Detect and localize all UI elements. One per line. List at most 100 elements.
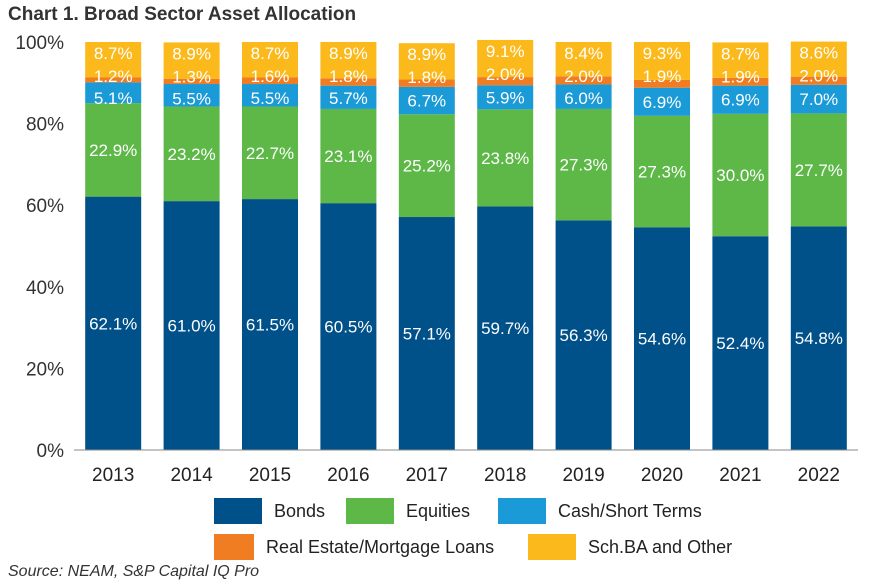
y-tick-label: 80% [26, 115, 64, 136]
bar-segment-equities [477, 109, 534, 207]
bar-segment-cash-short-terms [398, 86, 455, 115]
data-label-bonds: 62.1% [89, 314, 137, 333]
data-label-cash-short-terms: 5.1% [94, 89, 133, 108]
bar-segment-cash-short-terms [790, 84, 847, 114]
bar-segment-sch-ba-and-other [242, 42, 298, 78]
legend-swatch-real-estate [214, 534, 254, 560]
legend-bonds: Bonds [214, 498, 325, 524]
x-tick-label: 2015 [249, 465, 291, 486]
bar-segment-bonds [712, 236, 769, 450]
data-label-equities: 23.1% [324, 147, 372, 166]
legend-label-bonds: Bonds [274, 500, 326, 521]
bar-segment-sch-ba-and-other [477, 39, 534, 78]
legend-swatch-schba [528, 534, 576, 560]
chart-title: Chart 1. Broad Sector Asset Allocation [8, 4, 357, 25]
y-tick-label: 40% [26, 278, 64, 299]
legend-schba: Sch.BA and Other [528, 534, 732, 560]
bar-segment-cash-short-terms [163, 84, 220, 107]
bar-segment-sch-ba-and-other [555, 42, 612, 77]
data-label-bonds: 54.8% [795, 329, 843, 348]
legend-swatch-cash [498, 498, 546, 524]
data-label-cash-short-terms: 5.7% [329, 89, 368, 108]
bar-segment-sch-ba-and-other [634, 42, 690, 80]
data-label-real-estate-mortgage-loans: 2.0% [564, 67, 603, 86]
bar-segment-bonds [242, 199, 298, 450]
data-label-cash-short-terms: 5.5% [251, 89, 290, 108]
bar-segment-cash-short-terms [712, 85, 769, 114]
bar-segment-real-estate-mortgage-loans [555, 76, 612, 85]
x-tick-label: 2016 [327, 465, 369, 486]
data-label-equities: 22.9% [89, 141, 137, 160]
bar-segment-real-estate-mortgage-loans [163, 78, 220, 85]
bar-segment-equities [242, 106, 298, 200]
legend-label-cash: Cash/Short Terms [558, 500, 702, 521]
bar-segment-equities [712, 113, 769, 237]
data-label-cash-short-terms: 6.9% [643, 93, 682, 112]
data-label-real-estate-mortgage-loans: 1.3% [172, 67, 211, 86]
data-label-sch-ba-and-other: 8.9% [329, 44, 368, 63]
data-label-bonds: 60.5% [324, 318, 372, 337]
bar-segment-real-estate-mortgage-loans [477, 77, 534, 86]
data-label-bonds: 56.3% [559, 326, 607, 345]
bar-segment-sch-ba-and-other [790, 41, 847, 77]
data-label-sch-ba-and-other: 8.4% [564, 44, 603, 63]
bar-segment-real-estate-mortgage-loans [790, 76, 847, 85]
legend-label-real-estate: Real Estate/Mortgage Loans [266, 536, 495, 557]
bar-segment-bonds [477, 206, 534, 450]
bar-segment-bonds [634, 227, 690, 450]
y-tick-label: 0% [37, 441, 65, 462]
data-label-equities: 27.3% [638, 163, 686, 182]
data-label-equities: 22.7% [246, 144, 294, 163]
data-label-sch-ba-and-other: 8.9% [407, 45, 446, 64]
bar-segment-sch-ba-and-other [320, 42, 377, 79]
data-label-sch-ba-and-other: 8.6% [799, 44, 838, 63]
data-label-equities: 27.7% [795, 161, 843, 180]
data-label-real-estate-mortgage-loans: 1.8% [407, 68, 446, 87]
legend-label-equities: Equities [406, 500, 471, 521]
data-label-real-estate-mortgage-loans: 1.9% [643, 67, 682, 86]
data-label-real-estate-mortgage-loans: 2.0% [799, 67, 838, 86]
bar-segment-bonds [790, 226, 847, 450]
legend-real-estate: Real Estate/Mortgage Loans [214, 534, 494, 560]
data-label-sch-ba-and-other: 8.7% [94, 44, 133, 63]
data-label-cash-short-terms: 7.0% [799, 90, 838, 109]
y-tick-label: 20% [26, 359, 64, 380]
data-label-cash-short-terms: 6.7% [407, 92, 446, 111]
data-label-bonds: 52.4% [716, 334, 764, 353]
data-label-sch-ba-and-other: 8.7% [721, 44, 760, 63]
legend-swatch-bonds [214, 498, 262, 524]
bar-segment-bonds [320, 203, 377, 450]
source-note: Source: NEAM, S&P Capital IQ Pro [8, 563, 260, 580]
bar-segment-cash-short-terms [242, 84, 298, 107]
legend-swatch-equities [346, 498, 394, 524]
bar-segment-equities [398, 114, 455, 218]
bar-segment-equities [555, 108, 612, 221]
bar-segment-cash-short-terms [477, 85, 534, 110]
bar-segment-cash-short-terms [85, 82, 142, 104]
bar-segment-sch-ba-and-other [398, 43, 455, 80]
data-label-cash-short-terms: 6.9% [721, 91, 760, 110]
legend-label-schba: Sch.BA and Other [588, 536, 733, 557]
bar-segment-real-estate-mortgage-loans [85, 77, 142, 83]
bar-segment-real-estate-mortgage-loans [712, 77, 769, 86]
data-label-real-estate-mortgage-loans: 1.2% [94, 67, 133, 86]
bar-segment-real-estate-mortgage-loans [242, 77, 298, 85]
data-label-equities: 30.0% [716, 166, 764, 185]
data-label-real-estate-mortgage-loans: 1.8% [329, 67, 368, 86]
bar-segment-equities [163, 106, 220, 202]
bar-segment-cash-short-terms [320, 85, 377, 109]
bar-segment-sch-ba-and-other [712, 42, 769, 78]
data-label-bonds: 61.5% [246, 316, 294, 335]
data-label-real-estate-mortgage-loans: 1.9% [721, 67, 760, 86]
bar-segment-bonds [398, 217, 455, 450]
bar-segment-real-estate-mortgage-loans [320, 78, 377, 86]
data-label-bonds: 57.1% [403, 325, 451, 344]
bar-segment-real-estate-mortgage-loans [634, 79, 690, 88]
data-label-equities: 27.3% [559, 156, 607, 175]
data-label-cash-short-terms: 5.5% [172, 89, 211, 108]
data-label-cash-short-terms: 5.9% [486, 88, 525, 107]
data-label-bonds: 61.0% [167, 317, 215, 336]
x-tick-label: 2014 [170, 465, 213, 486]
y-tick-label: 60% [26, 196, 64, 217]
bar-segment-sch-ba-and-other [85, 42, 142, 78]
